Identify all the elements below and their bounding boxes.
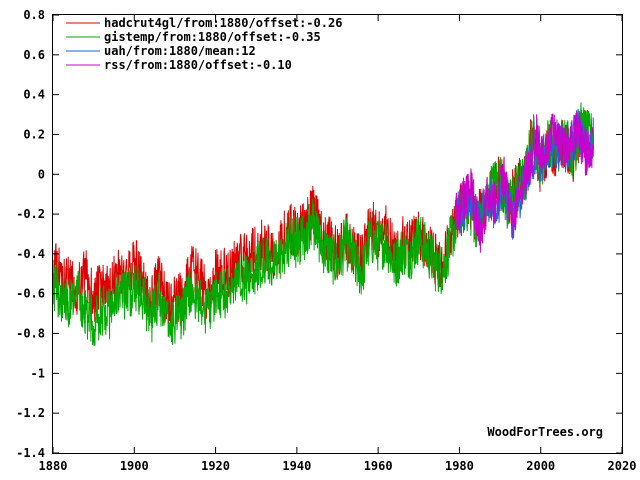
y-tick-label: 0.8 bbox=[23, 8, 45, 22]
legend-label: rss/from:1880/offset:-0.10 bbox=[104, 58, 292, 72]
y-tick-label: 0.6 bbox=[23, 48, 45, 62]
y-tick-label: -1 bbox=[31, 366, 45, 380]
y-tick-label: -1.2 bbox=[16, 406, 45, 420]
x-tick-label: 1880 bbox=[39, 459, 68, 473]
x-tick-label: 1920 bbox=[201, 459, 230, 473]
x-tick-label: 2000 bbox=[526, 459, 555, 473]
y-tick-label: -0.4 bbox=[16, 247, 45, 261]
legend-label: gistemp/from:1880/offset:-0.35 bbox=[104, 30, 321, 44]
x-tick-label: 1980 bbox=[445, 459, 474, 473]
y-tick-label: -0.8 bbox=[16, 327, 45, 341]
y-tick-label: 0.2 bbox=[23, 127, 45, 141]
x-tick-label: 2020 bbox=[608, 459, 637, 473]
legend-label: hadcrut4gl/from:1880/offset:-0.26 bbox=[104, 16, 342, 30]
x-tick-label: 1900 bbox=[120, 459, 149, 473]
y-tick-label: 0 bbox=[38, 167, 45, 181]
y-tick-label: -0.2 bbox=[16, 207, 45, 221]
series-layer bbox=[52, 102, 594, 346]
series-line-4 bbox=[454, 110, 594, 253]
x-tick-label: 1960 bbox=[364, 459, 393, 473]
y-tick-label: -1.4 bbox=[16, 446, 45, 460]
y-tick-label: 0.4 bbox=[23, 88, 45, 102]
legend-label: uah/from:1880/mean:12 bbox=[104, 44, 256, 58]
tick-layer: 1880 1900 1920 1940 1960 1980 2000 2020 0.8 0.6 0.… bbox=[16, 8, 636, 473]
watermark: WoodForTrees.org bbox=[487, 425, 603, 439]
legend: hadcrut4gl/from:1880/offset:-0.26gistemp… bbox=[66, 16, 342, 72]
y-tick-label: -0.6 bbox=[16, 287, 45, 301]
x-tick-label: 1940 bbox=[282, 459, 311, 473]
plot-frame bbox=[52, 14, 623, 454]
